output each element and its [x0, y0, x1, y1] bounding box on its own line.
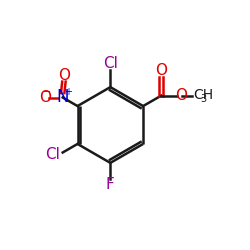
Text: 3: 3	[200, 94, 206, 104]
Text: Cl: Cl	[103, 56, 118, 72]
Text: F: F	[106, 178, 115, 192]
Text: O: O	[175, 88, 187, 103]
Text: −: −	[42, 87, 51, 97]
Text: CH: CH	[194, 88, 214, 102]
Text: N: N	[56, 88, 69, 106]
Text: O: O	[39, 90, 51, 105]
Text: O: O	[58, 68, 70, 83]
Text: +: +	[64, 87, 72, 97]
Text: Cl: Cl	[46, 147, 60, 162]
Text: O: O	[155, 63, 167, 78]
